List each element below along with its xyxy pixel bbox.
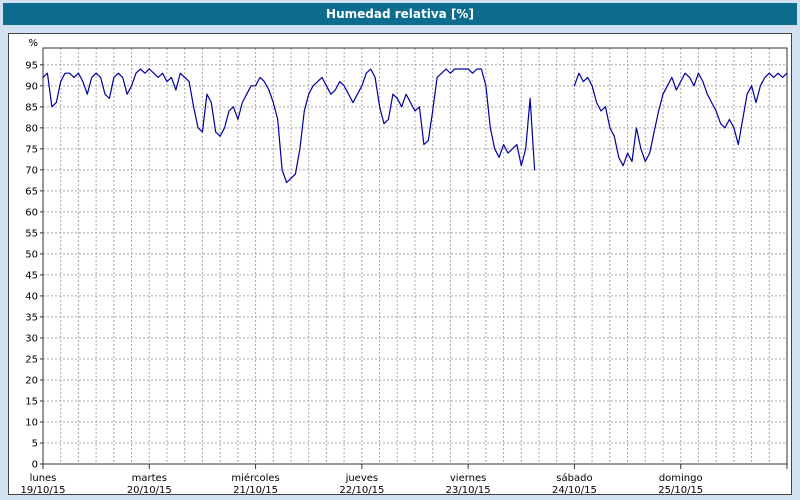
y-tick-label: 85 <box>25 102 38 113</box>
y-tick-label: 65 <box>25 186 38 197</box>
y-tick-label: 80 <box>25 123 38 134</box>
y-tick-label: 10 <box>25 417 38 428</box>
day-name-label: domingo <box>659 473 703 484</box>
y-tick-label: 55 <box>25 228 38 239</box>
day-name-label: jueves <box>345 473 379 484</box>
y-axis-unit-label: % <box>28 38 38 49</box>
day-name-label: miércoles <box>231 472 279 484</box>
y-tick-label: 50 <box>25 249 38 260</box>
y-tick-label: 40 <box>25 291 38 302</box>
y-tick-label: 15 <box>25 396 38 407</box>
chart-title-bar: Humedad relativa [%] <box>3 3 797 25</box>
day-name-label: sábado <box>556 472 592 484</box>
chart-panel: 0 5 10 15 20 25 30 35 40 45 50 55 60 65 70 75 80 85 90 95% l… <box>8 33 792 495</box>
y-tick-label: 95 <box>25 60 38 71</box>
y-tick-label: 30 <box>25 333 38 344</box>
y-tick-label: 35 <box>25 312 38 323</box>
day-name-label: lunes <box>30 473 57 484</box>
y-tick-label: 90 <box>25 81 38 92</box>
day-date-label: 23/10/15 <box>446 485 491 494</box>
plot-border <box>42 47 788 465</box>
y-tick-label: 0 <box>32 460 38 471</box>
day-date-label: 21/10/15 <box>233 485 278 494</box>
day-date-label: 25/10/15 <box>658 485 703 494</box>
y-tick-label: 20 <box>25 375 38 386</box>
y-tick-label: 60 <box>25 207 38 218</box>
humidity-series-line <box>42 68 788 184</box>
day-date-label: 22/10/15 <box>339 485 384 494</box>
day-date-label: 24/10/15 <box>552 485 597 494</box>
chart-title: Humedad relativa [%] <box>326 7 474 21</box>
day-date-label: 20/10/15 <box>127 485 172 494</box>
day-name-label: viernes <box>450 473 486 484</box>
humidity-line-chart: 0 5 10 15 20 25 30 35 40 45 50 55 60 65 70 75 80 85 90 95% l… <box>21 38 788 494</box>
day-date-label: 19/10/15 <box>21 485 66 494</box>
y-tick-label: 5 <box>32 438 38 449</box>
y-tick-label: 25 <box>25 354 38 365</box>
y-tick-label: 75 <box>25 144 38 155</box>
day-name-label: martes <box>132 473 167 484</box>
y-tick-label: 70 <box>25 165 38 176</box>
y-tick-label: 45 <box>25 270 38 281</box>
